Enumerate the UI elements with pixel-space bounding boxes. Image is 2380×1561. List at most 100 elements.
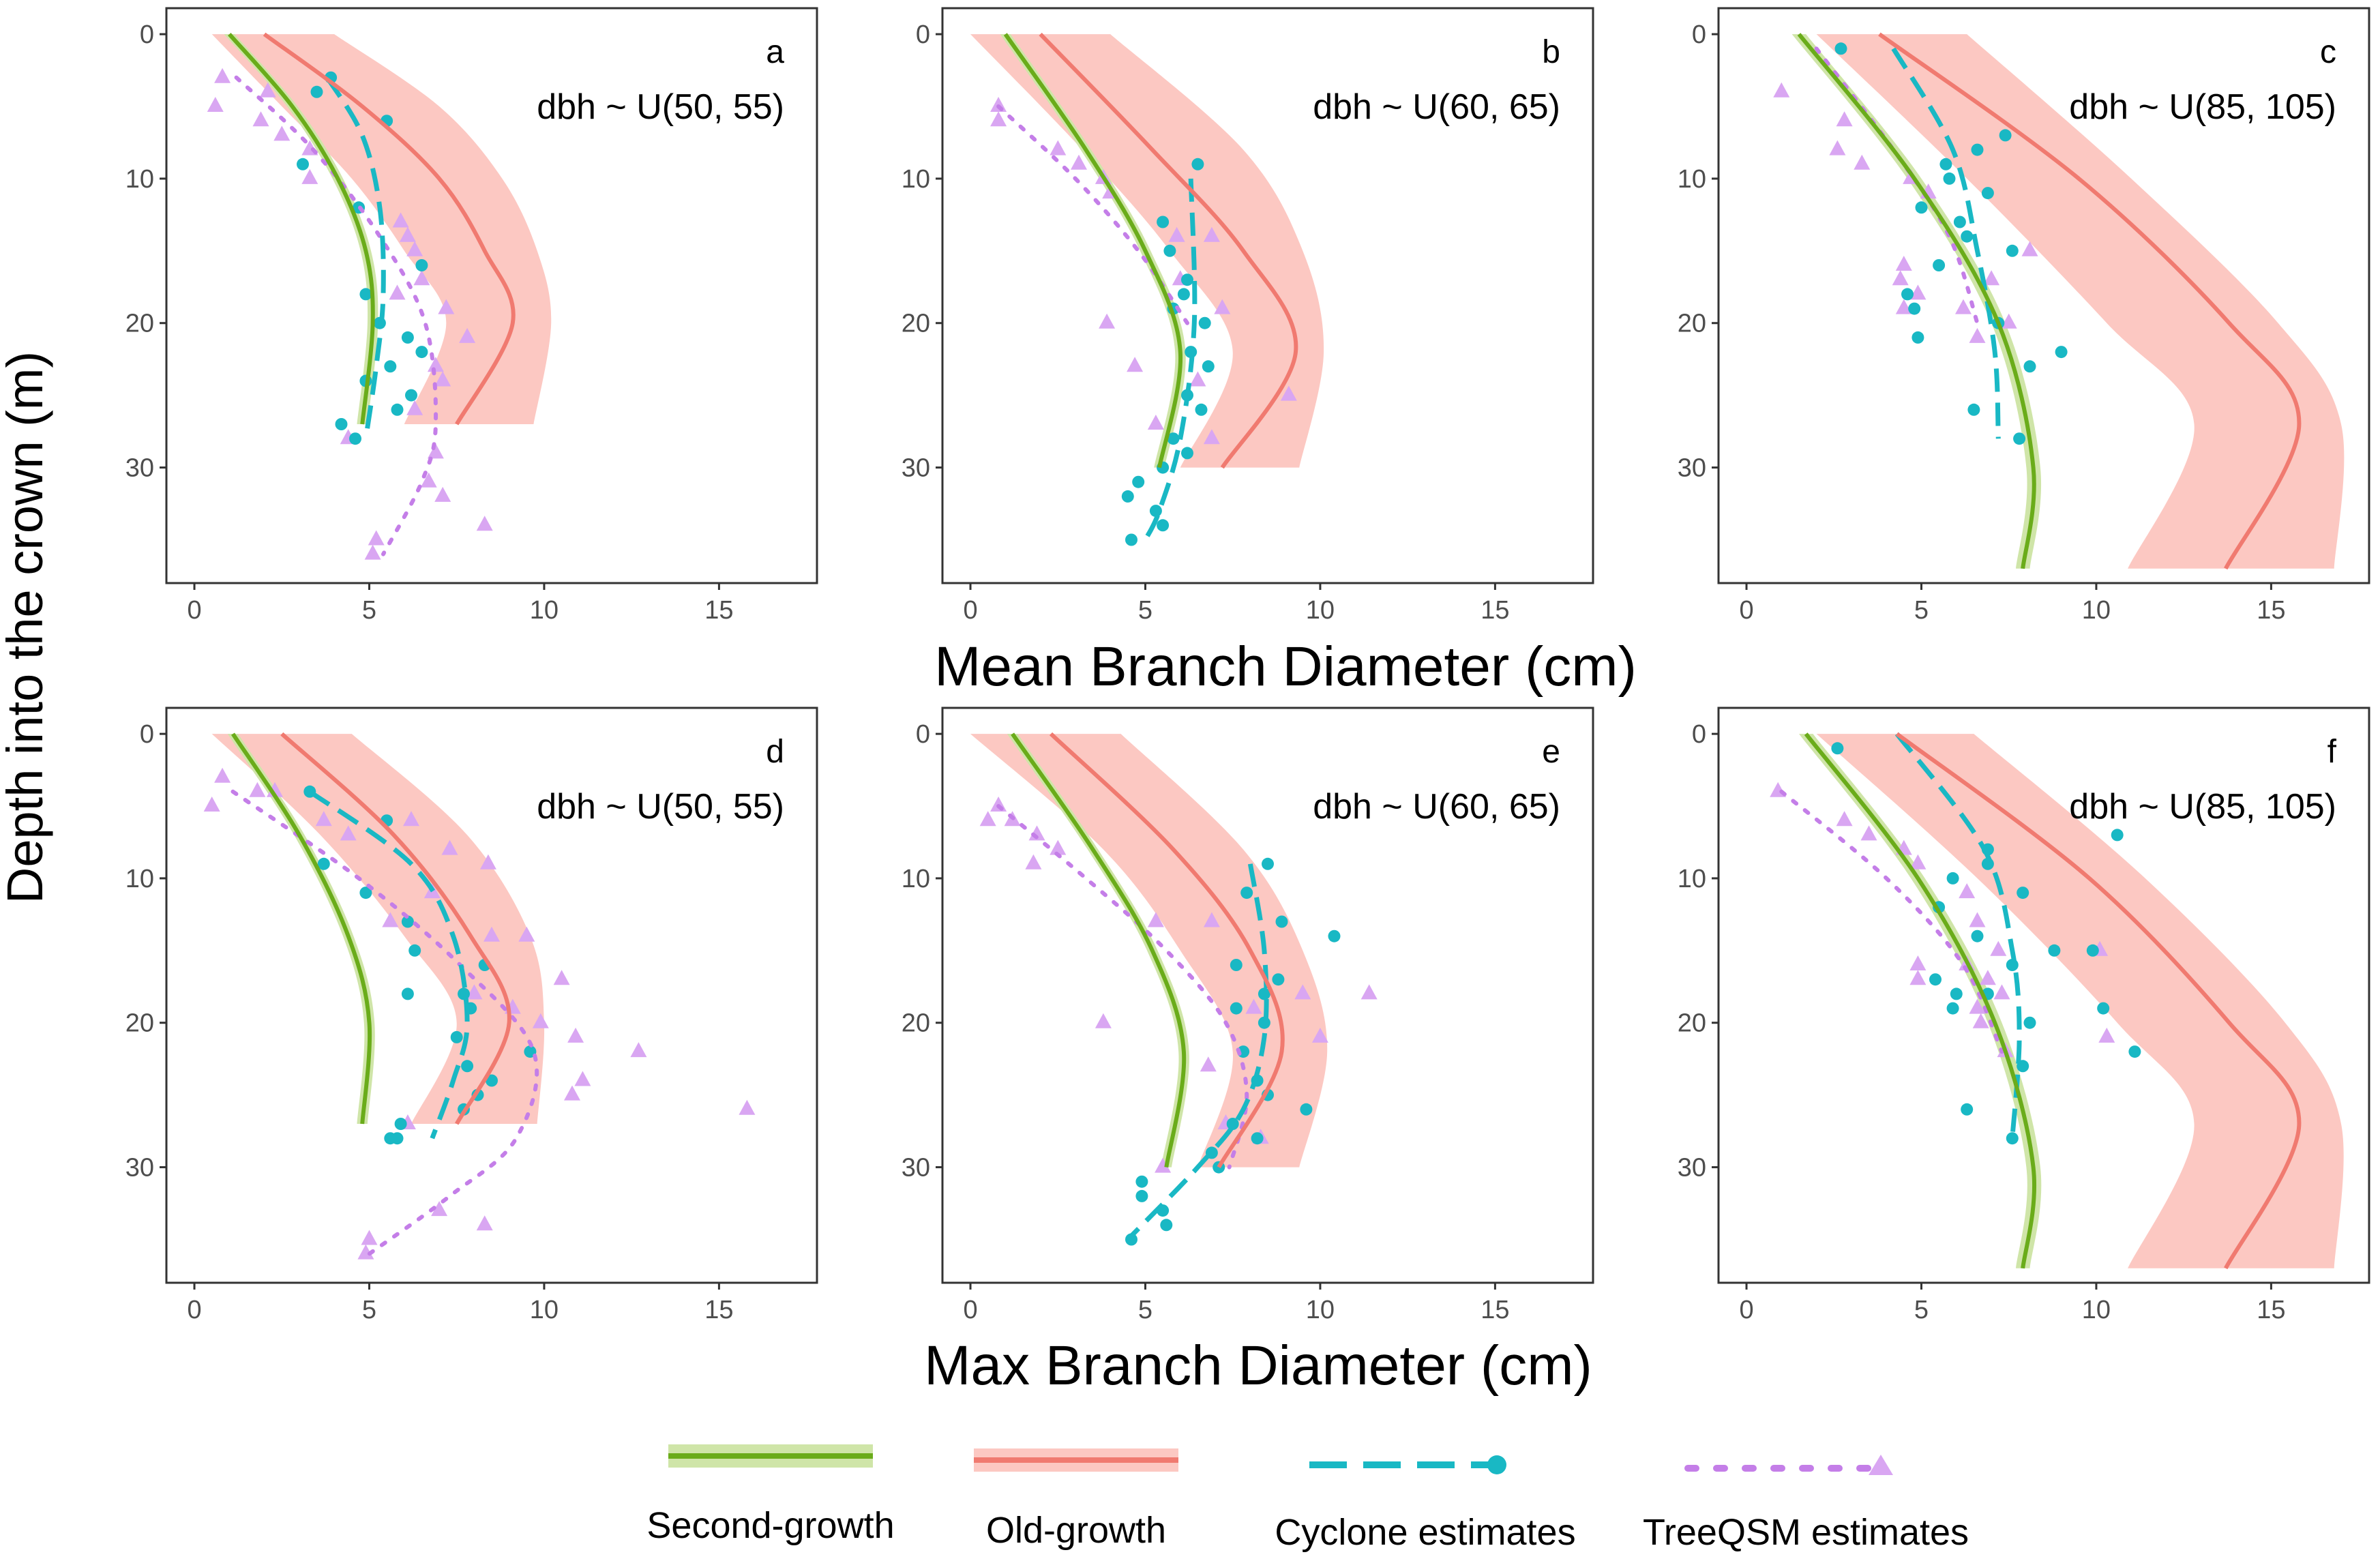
- cyclone-point: [335, 418, 348, 430]
- legend: Second-growth Old-growth Cyclone estimat…: [646, 1444, 1969, 1553]
- panel-annotation: dbh ~ U(50, 55): [537, 787, 784, 827]
- treeqsm-point: [1979, 970, 1996, 985]
- cyclone-point: [2006, 1132, 2019, 1145]
- treeqsm-point: [1829, 140, 1846, 155]
- treeqsm-point: [1892, 270, 1909, 286]
- legend-label-cyclone: Cyclone estimates: [1275, 1512, 1575, 1553]
- cyclone-point: [1929, 973, 1942, 986]
- second-growth-line: [1804, 732, 2037, 1269]
- treeqsm-point: [1773, 82, 1790, 98]
- cyclone-point: [401, 915, 414, 928]
- treeqsm-point: [1147, 912, 1164, 927]
- old-growth-line: [263, 32, 516, 426]
- legend-item-treeqsm: TreeQSM estimates: [1643, 1455, 1969, 1553]
- treeqsm-point: [438, 299, 455, 314]
- treeqsm-point: [574, 1071, 591, 1086]
- panel-letter: b: [1542, 34, 1560, 70]
- treeqsm-point: [214, 767, 231, 783]
- treeqsm-point: [1071, 154, 1087, 170]
- panel-d: 0 5 10 15 0 10 20 30 d dbh ~ U(50, 55): [125, 707, 818, 1324]
- treeqsm-line: [1779, 789, 2004, 1054]
- treeqsm-point: [315, 811, 332, 827]
- treeqsm-point: [2000, 313, 2017, 329]
- treeqsm-point: [1147, 415, 1164, 430]
- cyclone-point: [1163, 244, 1176, 257]
- cyclone-point: [2111, 829, 2124, 842]
- cyclone-point: [1226, 1118, 1239, 1130]
- treeqsm-point: [203, 797, 220, 812]
- x-tick-label: 0: [1739, 596, 1753, 625]
- cyclone-point: [1971, 930, 1984, 942]
- cyclone-point: [1160, 1219, 1173, 1232]
- cyclone-point: [2006, 959, 2019, 971]
- panel-c-frame: [1717, 7, 2370, 584]
- cyclone-point: [1262, 857, 1274, 870]
- treeqsm-point: [484, 926, 500, 942]
- cyclone-point: [384, 360, 397, 373]
- cyclone-point: [1901, 288, 1914, 301]
- y-tick-label: 30: [125, 454, 154, 483]
- treeqsm-point: [1969, 327, 1986, 343]
- x-tick-label: 0: [187, 596, 201, 625]
- cyclone-line: [1143, 178, 1198, 541]
- treeqsm-point: [1127, 357, 1144, 372]
- treeqsm-point: [427, 443, 444, 459]
- treeqsm-point: [420, 472, 437, 488]
- treeqsm-point: [406, 241, 423, 256]
- treeqsm-point: [459, 327, 476, 343]
- treeqsm-point: [431, 1201, 448, 1217]
- panel-letter: e: [1542, 734, 1560, 770]
- treeqsm-point: [1360, 984, 1378, 1000]
- cyclone-point: [1946, 1002, 1959, 1015]
- panels-group: 0 5 10 15 0 10 20 30 a dbh ~ U(50, 55) 0 5 10 15 0 10 20…: [125, 7, 2370, 1324]
- cyclone-point: [461, 1060, 474, 1073]
- y-tick-label: 20: [1678, 1009, 1706, 1038]
- treeqsm-point: [1050, 839, 1067, 855]
- treeqsm-point: [2021, 241, 2038, 256]
- treeqsm-point: [249, 782, 266, 797]
- treeqsm-point: [1311, 1027, 1328, 1043]
- treeqsm-point: [368, 530, 385, 546]
- old-growth-band: [1816, 34, 2345, 569]
- panel-annotation: dbh ~ U(85, 105): [2069, 87, 2336, 127]
- cyclone-point: [1149, 505, 1162, 518]
- cyclone-point: [359, 288, 372, 301]
- cyclone-point: [1961, 230, 1974, 243]
- treeqsm-point: [434, 371, 451, 387]
- treeqsm-line: [996, 804, 1249, 1170]
- treeqsm-point: [1836, 111, 1853, 127]
- old-growth-line: [1039, 33, 1298, 469]
- treeqsm-point: [979, 811, 996, 827]
- x-tick-label: 10: [2082, 1296, 2111, 1324]
- treeqsm-point: [382, 912, 399, 927]
- treeqsm-point: [389, 284, 406, 300]
- panel-a: 0 5 10 15 0 10 20 30 a dbh ~ U(50, 55): [125, 7, 818, 625]
- treeqsm-point: [1909, 284, 1927, 300]
- panel-e-frame: [941, 707, 1594, 1284]
- y-tick-label: 10: [902, 165, 930, 194]
- x-tick-label: 5: [362, 1296, 376, 1324]
- treeqsm-point: [403, 811, 419, 827]
- panel-letter: a: [766, 34, 784, 70]
- y-tick-label: 0: [916, 20, 930, 49]
- cyclone-point: [1946, 872, 1959, 884]
- treeqsm-point: [466, 984, 483, 1000]
- cyclone-point: [415, 259, 428, 271]
- x-axis-title-bottom-row: Max Branch Diameter (cm): [924, 1335, 1592, 1397]
- cyclone-point: [1908, 302, 1921, 315]
- y-tick-label: 20: [902, 1009, 930, 1038]
- x-tick-label: 10: [530, 1296, 559, 1324]
- treeqsm-point: [476, 1215, 493, 1231]
- treeqsm-point: [214, 68, 231, 83]
- cyclone-point: [1950, 987, 1963, 1000]
- treeqsm-point: [532, 1013, 549, 1028]
- second-growth-line: [1797, 33, 2036, 569]
- y-tick-label: 30: [902, 1154, 930, 1183]
- cyclone-point: [2006, 244, 2019, 257]
- cyclone-point: [1157, 519, 1170, 532]
- cyclone-point: [401, 987, 414, 1000]
- cyclone-point: [1251, 1132, 1264, 1145]
- y-tick-label: 30: [1678, 1154, 1706, 1183]
- panel-a-frame: [165, 7, 818, 584]
- panel-f-frame: [1717, 707, 2370, 1284]
